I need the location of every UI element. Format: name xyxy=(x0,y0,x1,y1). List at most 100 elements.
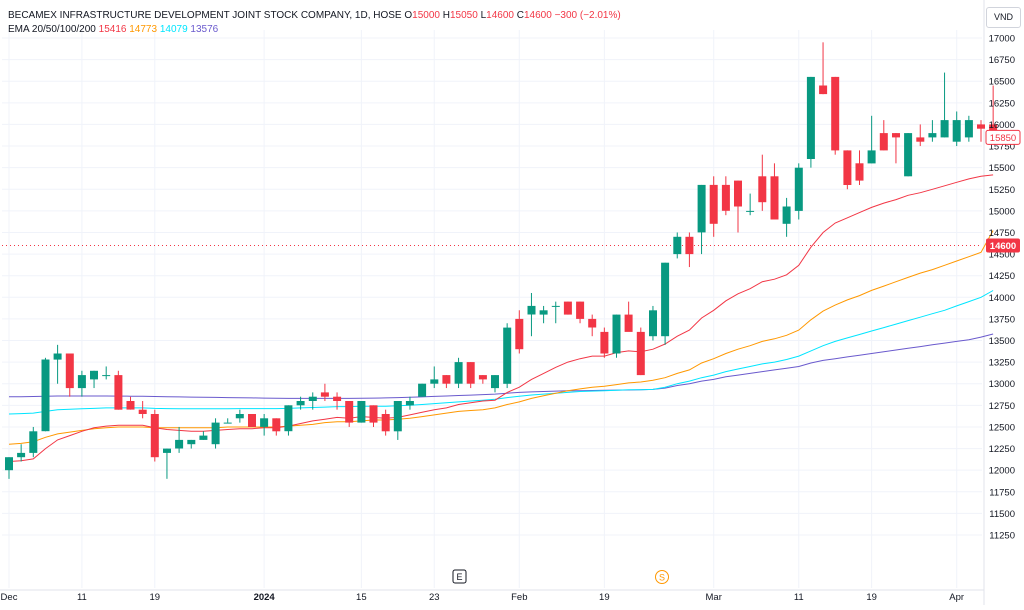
candle[interactable] xyxy=(199,431,208,440)
candle[interactable] xyxy=(430,366,439,389)
close-value: 14600 xyxy=(523,10,552,21)
candle-body xyxy=(430,379,439,384)
candle[interactable] xyxy=(491,375,499,393)
candle[interactable] xyxy=(284,405,293,436)
candle[interactable] xyxy=(855,150,864,185)
candle-body xyxy=(770,176,779,220)
currency-button[interactable]: VND xyxy=(986,7,1021,28)
candle[interactable] xyxy=(527,292,536,337)
candle[interactable] xyxy=(77,370,86,397)
candle[interactable] xyxy=(272,418,281,436)
candle[interactable] xyxy=(734,180,742,233)
candle[interactable] xyxy=(794,163,803,220)
candle[interactable] xyxy=(163,448,171,479)
candle[interactable] xyxy=(333,392,342,410)
candle[interactable] xyxy=(770,163,779,220)
candle[interactable] xyxy=(636,327,645,376)
price-axis[interactable]: 11250 11500 11750 12000 12250 12500 12750 13000… xyxy=(989,34,1015,542)
candle[interactable] xyxy=(746,193,755,216)
candle[interactable] xyxy=(673,232,682,259)
candle[interactable] xyxy=(296,396,305,410)
candle[interactable] xyxy=(41,357,50,432)
earnings-marker[interactable]: E xyxy=(452,569,467,584)
candle[interactable] xyxy=(831,76,840,155)
candle[interactable] xyxy=(892,133,900,164)
candle[interactable] xyxy=(867,115,876,164)
candle[interactable] xyxy=(211,418,220,449)
candle[interactable] xyxy=(381,409,390,436)
candle[interactable] xyxy=(5,457,13,479)
candle[interactable] xyxy=(563,301,572,315)
change-value: −300 (−2.01%) xyxy=(554,10,621,21)
candle[interactable] xyxy=(928,120,937,142)
candle[interactable] xyxy=(369,405,378,427)
candle[interactable] xyxy=(806,76,815,168)
candle[interactable] xyxy=(709,176,718,237)
candle[interactable] xyxy=(320,383,329,402)
candle[interactable] xyxy=(114,370,123,410)
candle[interactable] xyxy=(357,401,366,423)
candle[interactable] xyxy=(685,232,694,268)
candle-body xyxy=(272,418,281,432)
candle[interactable] xyxy=(612,314,621,358)
candle[interactable] xyxy=(138,401,147,419)
candle[interactable] xyxy=(588,314,597,337)
candle[interactable] xyxy=(977,120,985,142)
candle[interactable] xyxy=(624,301,633,332)
candle[interactable] xyxy=(308,392,317,410)
candle[interactable] xyxy=(551,301,560,324)
candle[interactable] xyxy=(442,375,451,389)
candle[interactable] xyxy=(819,42,828,95)
candle[interactable] xyxy=(721,176,730,216)
candle[interactable] xyxy=(904,133,913,177)
price-tick-label: 11500 xyxy=(989,509,1015,520)
candle[interactable] xyxy=(418,383,427,397)
candle[interactable] xyxy=(454,357,463,389)
candle[interactable] xyxy=(964,115,973,142)
candle[interactable] xyxy=(393,401,402,440)
candle[interactable] xyxy=(952,111,961,147)
candle[interactable] xyxy=(235,409,244,423)
candle[interactable] xyxy=(90,370,98,389)
candle[interactable] xyxy=(600,327,609,358)
candle[interactable] xyxy=(576,301,585,324)
time-axis[interactable]: Dec 11 19 2024 15 23 Feb 19 Mar 11 19 Apr xyxy=(1,592,965,603)
candle[interactable] xyxy=(345,401,354,427)
candle[interactable] xyxy=(539,305,548,324)
candle[interactable] xyxy=(515,310,524,354)
candle[interactable] xyxy=(102,366,111,380)
candle[interactable] xyxy=(187,439,196,449)
candle[interactable] xyxy=(260,413,269,436)
candle[interactable] xyxy=(150,409,159,462)
candle-body xyxy=(393,401,402,432)
candle[interactable] xyxy=(53,344,62,384)
price-tick-label: 15500 xyxy=(989,163,1015,174)
candle[interactable] xyxy=(466,362,475,389)
candle-body xyxy=(636,331,645,376)
candle[interactable] xyxy=(879,120,888,151)
candle[interactable] xyxy=(175,426,184,453)
candle[interactable] xyxy=(940,72,949,138)
candle[interactable] xyxy=(758,154,767,211)
candle[interactable] xyxy=(29,426,38,458)
candle[interactable] xyxy=(478,375,487,384)
candle[interactable] xyxy=(916,124,925,147)
candle[interactable] xyxy=(782,197,791,237)
candle[interactable] xyxy=(697,184,706,255)
dividend-marker[interactable]: S xyxy=(655,570,669,584)
candle[interactable] xyxy=(661,262,670,345)
candle[interactable] xyxy=(503,323,512,389)
candle-body xyxy=(612,314,621,354)
candle[interactable] xyxy=(405,396,414,410)
time-tick-label: 19 xyxy=(599,592,610,603)
candle[interactable] xyxy=(248,413,256,427)
candle[interactable] xyxy=(649,305,657,341)
candle[interactable] xyxy=(223,418,232,424)
candle[interactable] xyxy=(17,444,26,462)
candle[interactable] xyxy=(126,396,135,410)
earnings-marker-label: E xyxy=(456,572,462,582)
candle[interactable] xyxy=(843,150,852,190)
candle[interactable] xyxy=(65,353,74,397)
